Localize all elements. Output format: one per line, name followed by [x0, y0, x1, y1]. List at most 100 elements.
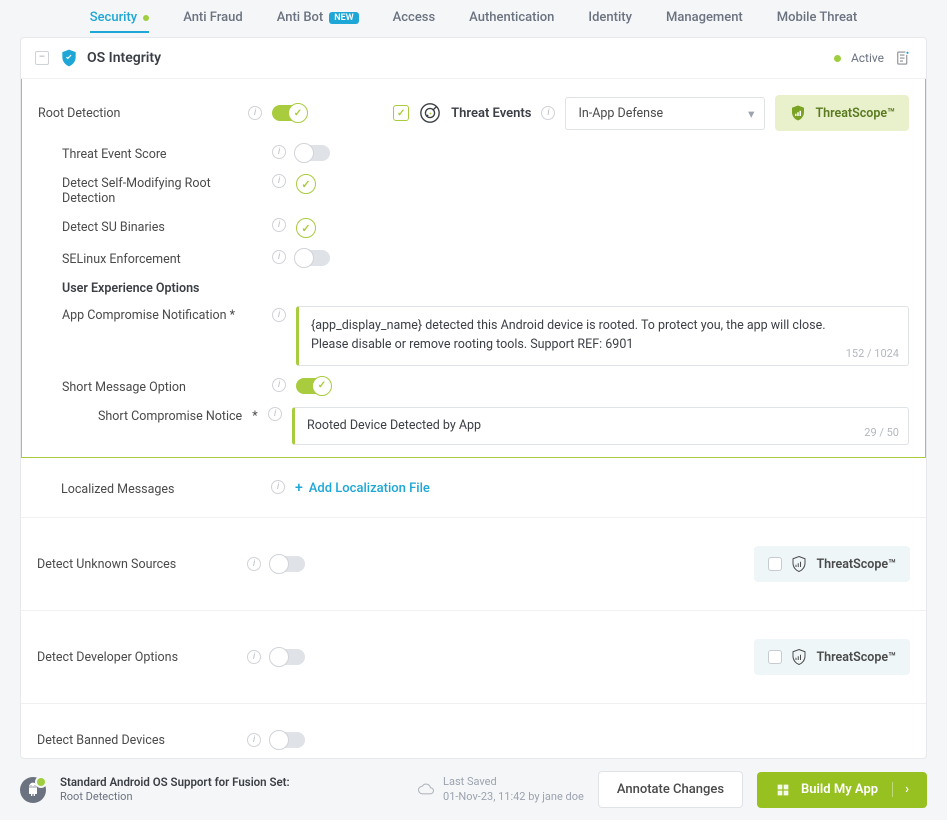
checkbox-icon[interactable] [768, 650, 782, 664]
short-message-row: Short Message Option [62, 372, 909, 401]
tab-label: Anti Bot [277, 10, 324, 25]
tab-management[interactable]: Management [666, 10, 743, 25]
info-icon[interactable] [247, 733, 261, 747]
threat-events-checkbox[interactable] [393, 105, 409, 121]
lower-section: Localized Messages + Add Localization Fil… [21, 458, 926, 758]
row-label: Detect Unknown Sources [37, 557, 237, 572]
tab-antibot[interactable]: Anti Bot NEW [277, 10, 359, 25]
info-icon[interactable] [272, 308, 286, 322]
footer-bar: Standard Android OS Support for Fusion S… [0, 759, 947, 820]
row-label: Threat Event Score [62, 145, 262, 162]
android-icon [20, 777, 46, 803]
self-modifying-check-icon[interactable] [296, 174, 316, 194]
info-icon[interactable] [272, 218, 286, 232]
status-label: Active [851, 51, 884, 65]
annotate-changes-button[interactable]: Annotate Changes [598, 771, 743, 808]
fusion-set-label: Standard Android OS Support for Fusion S… [60, 775, 290, 790]
selinux-row: SELinux Enforcement [62, 244, 909, 273]
info-icon[interactable] [268, 407, 282, 421]
root-detection-label: Root Detection [38, 106, 238, 121]
threatscope-label: ThreatScope™ [816, 557, 896, 572]
info-icon[interactable] [272, 250, 286, 264]
info-icon[interactable] [247, 557, 261, 571]
card-header: OS Integrity Active [21, 38, 926, 79]
threatscope-icon [790, 555, 808, 573]
row-label: Detect Self-Modifying Root Detection [62, 174, 262, 206]
saved-label: Last Saved [443, 775, 584, 789]
app-notification-input[interactable]: {app_display_name} detected this Android… [296, 306, 909, 366]
row-label: Short Message Option [62, 378, 262, 395]
shield-icon [59, 48, 79, 68]
row-label: Short Compromise Notice [98, 409, 242, 424]
score-toggle[interactable] [296, 145, 330, 161]
threatscope-button[interactable]: ThreatScope™ [754, 546, 910, 582]
info-icon[interactable] [271, 480, 285, 494]
info-icon[interactable] [247, 650, 261, 664]
checkbox-icon[interactable] [768, 557, 782, 571]
banned-devices-row: Detect Banned Devices [37, 718, 910, 752]
row-label: App Compromise Notification * [62, 306, 262, 323]
document-add-icon[interactable] [894, 49, 912, 67]
new-badge: NEW [329, 12, 358, 24]
tab-authentication[interactable]: Authentication [469, 10, 554, 25]
select-value: In-App Defense [578, 106, 663, 121]
threat-event-score-row: Threat Event Score [62, 139, 909, 168]
tab-identity[interactable]: Identity [588, 10, 632, 25]
collapse-icon[interactable] [35, 51, 49, 65]
info-icon[interactable] [272, 174, 286, 188]
short-message-toggle[interactable] [296, 378, 330, 394]
defense-select[interactable]: In-App Defense [565, 97, 765, 130]
row-label: Detect Banned Devices [37, 733, 237, 748]
threatscope-label: ThreatScope™ [815, 106, 895, 121]
plus-icon: + [295, 480, 303, 496]
unknown-sources-toggle[interactable] [271, 556, 305, 572]
banned-devices-toggle[interactable] [271, 732, 305, 748]
info-icon[interactable] [272, 378, 286, 392]
su-binaries-check-icon[interactable] [296, 218, 316, 238]
threat-events-block: Threat Events In-App Defense ThreatScope… [393, 95, 909, 131]
row-label: Localized Messages [61, 480, 261, 497]
divider [21, 517, 926, 518]
char-counter: 29 / 50 [864, 426, 899, 439]
root-detection-row: Root Detection Threat Events In-App Defe… [38, 95, 909, 139]
threatscope-button[interactable]: ThreatScope™ [754, 639, 910, 675]
threatscope-icon [789, 104, 807, 122]
top-tabs: Security Anti Fraud Anti Bot NEW Access A… [0, 0, 947, 33]
status-dot-icon [143, 15, 149, 21]
threatscope-button[interactable]: ThreatScope™ [775, 95, 909, 131]
tab-mobilethreat[interactable]: Mobile Threat [777, 10, 858, 25]
tab-label: Security [90, 10, 137, 25]
required-asterisk: * [252, 409, 257, 424]
last-saved-block: Last Saved 01-Nov-23, 11:42 by jane doe [417, 775, 584, 804]
row-label: Detect SU Binaries [62, 218, 262, 235]
info-icon[interactable] [272, 145, 286, 159]
divider [21, 703, 926, 704]
chevron-right-icon[interactable]: › [892, 782, 909, 797]
short-notice-input[interactable]: Rooted Device Detected by App [292, 407, 909, 446]
info-icon[interactable] [541, 106, 555, 120]
threat-events-icon [419, 102, 441, 124]
divider [21, 610, 926, 611]
developer-options-toggle[interactable] [271, 649, 305, 665]
build-my-app-button[interactable]: Build My App › [757, 772, 927, 808]
tab-access[interactable]: Access [393, 10, 436, 25]
threat-events-label: Threat Events [451, 106, 531, 121]
add-localization-link[interactable]: + Add Localization File [295, 480, 430, 496]
card-title: OS Integrity [87, 50, 161, 66]
build-icon [775, 782, 791, 798]
tab-antifraud[interactable]: Anti Fraud [183, 10, 243, 25]
row-label-wrap: Short Compromise Notice * [98, 407, 258, 424]
row-label: SELinux Enforcement [62, 250, 262, 267]
selinux-toggle[interactable] [296, 250, 330, 266]
char-counter: 152 / 1024 [846, 347, 899, 360]
info-icon[interactable] [248, 106, 262, 120]
link-label: Add Localization File [309, 481, 430, 496]
app-notification-row: App Compromise Notification * {app_displ… [62, 300, 909, 372]
tab-security[interactable]: Security [90, 10, 149, 33]
su-binaries-row: Detect SU Binaries [62, 212, 909, 244]
self-modifying-row: Detect Self-Modifying Root Detection [62, 168, 909, 212]
row-label: Detect Developer Options [37, 650, 237, 665]
root-detection-toggle[interactable] [272, 105, 306, 121]
short-notice-row: Short Compromise Notice * Rooted Device … [98, 401, 909, 452]
status-dot-icon [834, 55, 841, 62]
